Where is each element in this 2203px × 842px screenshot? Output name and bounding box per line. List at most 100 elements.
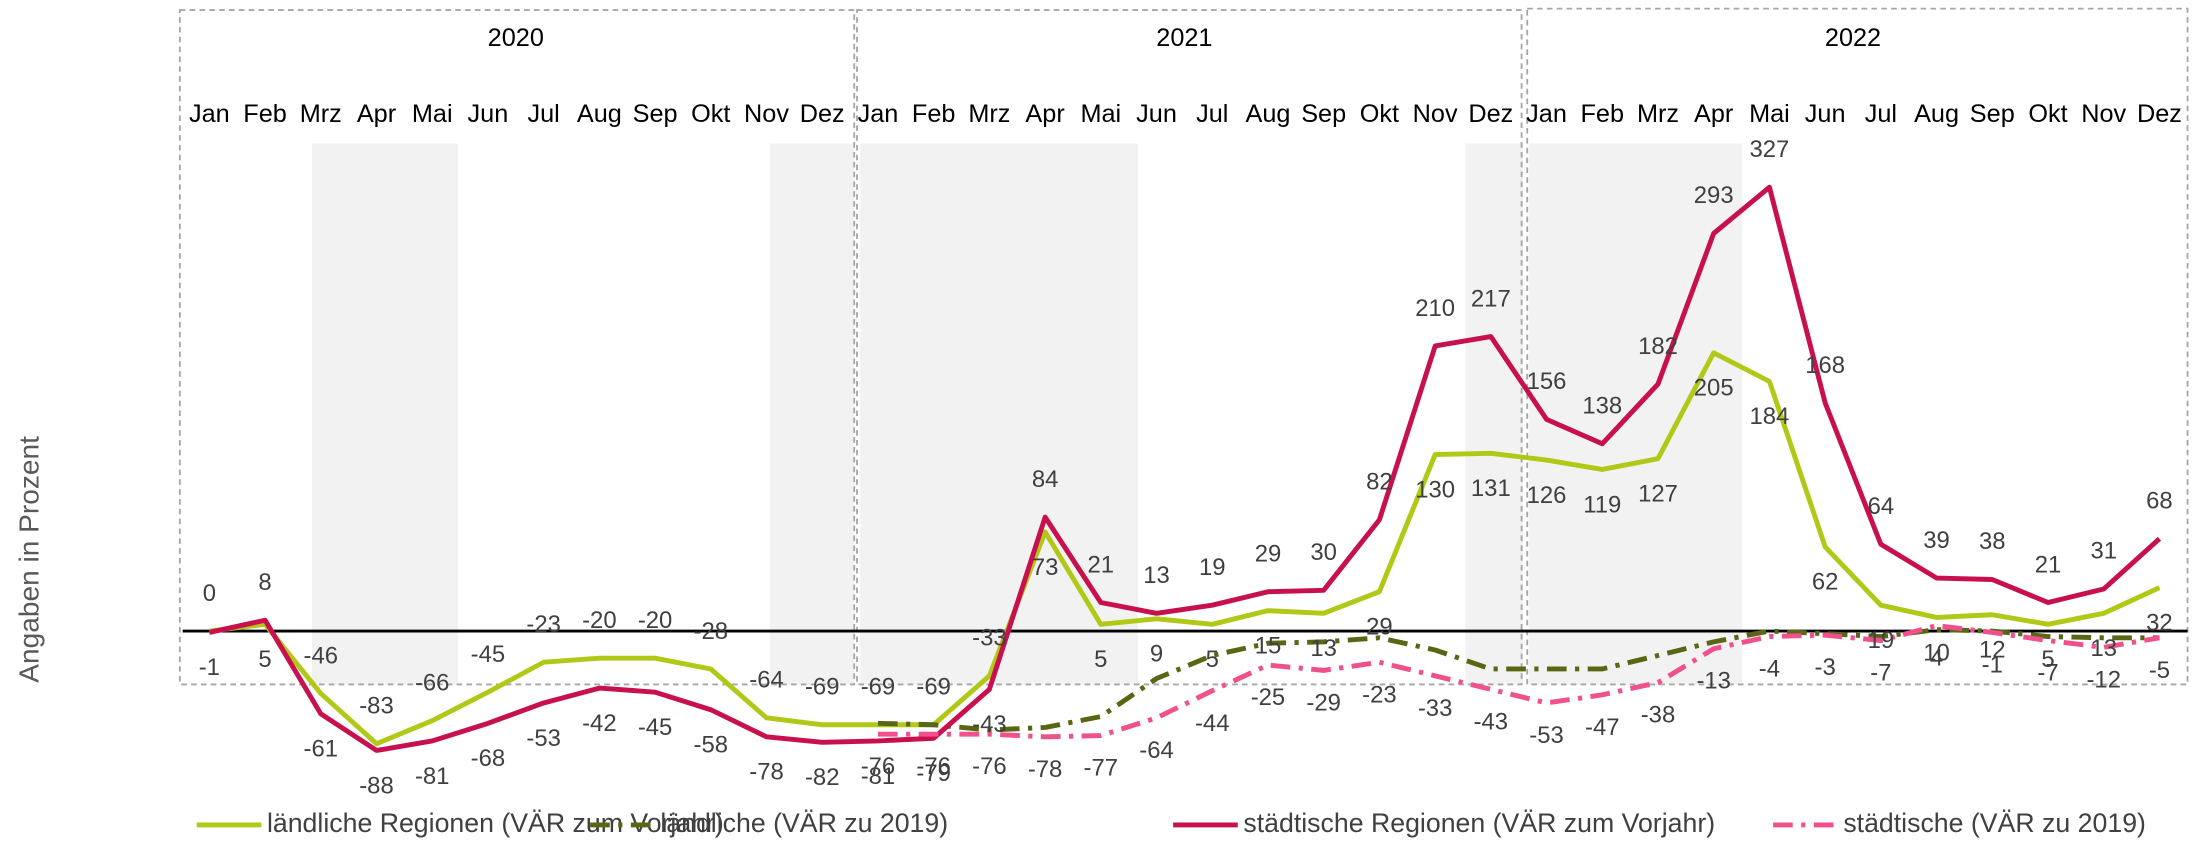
- legend-label: städtische (VÄR zu 2019): [1843, 808, 2146, 838]
- x-tick-label: Aug: [1914, 100, 1959, 128]
- data-label: 126: [1527, 482, 1567, 509]
- data-label: -76: [972, 753, 1007, 780]
- x-tick-label: Jan: [1526, 100, 1567, 128]
- year-label: 2022: [1825, 24, 1881, 52]
- x-tick-label: Mrz: [300, 100, 342, 128]
- x-tick-label: Okt: [2028, 100, 2067, 128]
- data-label: -81: [415, 763, 450, 790]
- data-label: 182: [1638, 333, 1678, 360]
- x-tick-label: Feb: [243, 100, 287, 128]
- frame: [1526, 7, 2189, 686]
- data-label: 5: [1206, 646, 1219, 673]
- x-tick-label: Sep: [633, 100, 678, 128]
- series-line: [877, 623, 2160, 740]
- data-label: 12: [1979, 637, 2006, 664]
- shade: [311, 143, 459, 685]
- data-label: -46: [304, 642, 339, 669]
- data-label: -33: [972, 625, 1007, 652]
- data-label: -33: [1418, 695, 1453, 722]
- shade: [1465, 143, 1523, 685]
- data-label: 13: [1143, 562, 1170, 589]
- data-label: -53: [1529, 722, 1564, 749]
- shaded-periods: [311, 143, 1743, 685]
- data-label: -4: [1759, 656, 1780, 683]
- shade: [859, 143, 1139, 685]
- frame: [178, 9, 856, 686]
- x-tick-label: Mai: [1749, 100, 1790, 128]
- data-label: -64: [1139, 737, 1174, 764]
- x-tick-label: Feb: [1580, 100, 1624, 128]
- x-tick-label: Sep: [1970, 100, 2015, 128]
- x-tick-label: Nov: [1413, 100, 1458, 128]
- data-label: 217: [1471, 285, 1511, 312]
- data-label: 127: [1638, 481, 1678, 508]
- data-label: 130: [1415, 476, 1455, 503]
- data-label: -81: [861, 763, 896, 790]
- data-label: 64: [1868, 493, 1895, 520]
- data-label: 82: [1366, 469, 1393, 496]
- data-label: -64: [749, 667, 784, 694]
- data-label: 0: [203, 580, 216, 607]
- x-tick-label: Dez: [2137, 100, 2182, 128]
- data-label: 73: [1032, 554, 1059, 581]
- x-tick-label: Nov: [744, 100, 789, 128]
- data-label: -83: [359, 692, 394, 719]
- data-label: 39: [1923, 527, 1950, 554]
- x-tick-label: Mai: [412, 100, 453, 128]
- data-label: -82: [805, 764, 840, 791]
- data-label: 327: [1750, 136, 1790, 163]
- data-label: -28: [694, 618, 729, 645]
- x-tick-label: Apr: [1694, 100, 1733, 128]
- data-label: -38: [1641, 702, 1676, 729]
- data-label: -20: [582, 607, 617, 634]
- year-frames: [178, 7, 2189, 686]
- legend-label: städtische Regionen (VÄR zum Vorjahr): [1243, 808, 1715, 838]
- x-tick-label: Jul: [527, 100, 559, 128]
- data-label: -78: [749, 759, 784, 786]
- data-label: 5: [1094, 646, 1107, 673]
- data-label: -76: [861, 753, 896, 780]
- data-label: 210: [1415, 295, 1455, 322]
- data-label: 156: [1527, 368, 1567, 395]
- x-tick-label: Dez: [1468, 100, 1513, 128]
- data-label: 131: [1471, 475, 1511, 502]
- data-label: 30: [1310, 539, 1337, 566]
- series-line: [877, 627, 2160, 733]
- data-label: 138: [1582, 393, 1622, 420]
- data-label: 15: [1255, 633, 1282, 660]
- data-label: -45: [471, 641, 506, 668]
- shade: [769, 143, 855, 685]
- x-tick-label: Mrz: [1637, 100, 1679, 128]
- data-label: -44: [1195, 710, 1230, 737]
- data-label: -43: [972, 711, 1007, 738]
- data-label: -7: [2037, 660, 2058, 687]
- data-label: -29: [1306, 689, 1341, 716]
- legend-label: ländliche Regionen (VÄR zum Vorjahr): [267, 808, 724, 838]
- x-tick-label: Okt: [1360, 100, 1399, 128]
- data-label: 10: [1923, 639, 1950, 666]
- data-label: -5: [2149, 657, 2170, 684]
- x-tick-label: Okt: [691, 100, 730, 128]
- data-label: -79: [916, 760, 951, 787]
- data-label: 9: [1150, 641, 1163, 668]
- x-tick-label: Jun: [1136, 100, 1177, 128]
- data-label: -23: [526, 611, 561, 638]
- data-label: 21: [1088, 551, 1115, 578]
- x-tick-label: Mai: [1080, 100, 1121, 128]
- data-label: 31: [2090, 538, 2117, 565]
- data-label: 19: [1199, 554, 1226, 581]
- data-label: -43: [1474, 708, 1509, 735]
- data-label: -66: [415, 669, 450, 696]
- data-label: -25: [1251, 684, 1286, 711]
- data-label: -88: [359, 772, 394, 799]
- data-label: 19: [1868, 627, 1895, 654]
- data-label: -69: [916, 673, 951, 700]
- data-label: -20: [638, 607, 673, 634]
- x-tick-label: Apr: [357, 100, 396, 128]
- data-label: -69: [805, 673, 840, 700]
- series-line: [209, 350, 2161, 747]
- data-label: -53: [526, 725, 561, 752]
- x-tick-label: Jun: [1805, 100, 1846, 128]
- data-label: -47: [1585, 714, 1620, 741]
